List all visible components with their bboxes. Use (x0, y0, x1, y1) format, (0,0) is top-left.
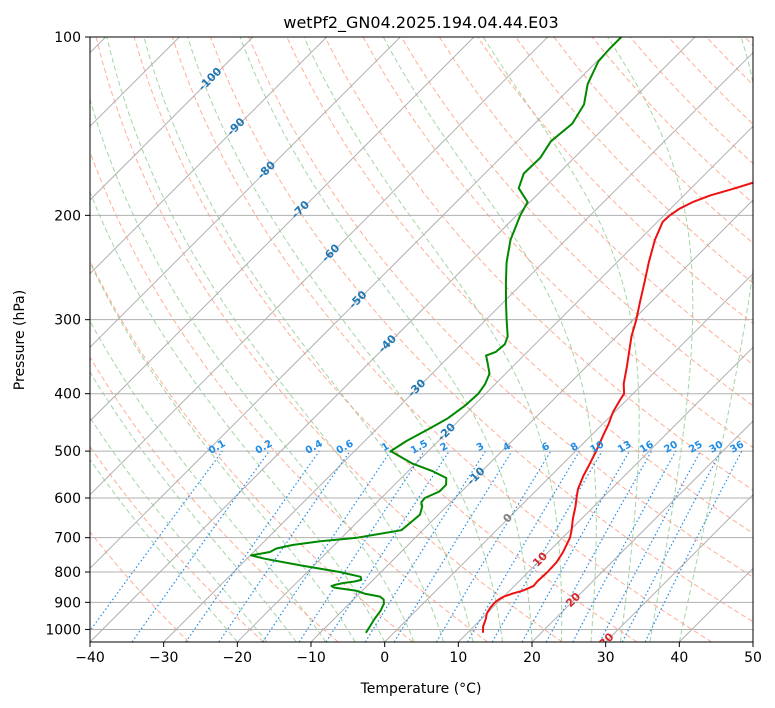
x-tick-label: −30 (149, 650, 179, 666)
isotherm-gridline (384, 272, 753, 642)
x-tick-label: 50 (744, 650, 762, 666)
moist-adiabat-line (90, 416, 268, 642)
isotherm-gridline (90, 37, 696, 642)
mixing-ratio-label: 1 (380, 441, 392, 454)
x-tick-label: −20 (223, 650, 253, 666)
y-tick-label: 300 (54, 313, 81, 329)
mixing-ratio-line (262, 450, 392, 642)
isotherm-label: 30 (597, 630, 617, 650)
mixing-ratio-line (90, 450, 223, 632)
moist-adiabat-line (239, 37, 533, 642)
mixing-ratio-line (218, 450, 351, 642)
dry-adiabat-line (90, 445, 264, 642)
mixing-ratio-line (325, 450, 450, 642)
dry-adiabat-line (248, 37, 753, 578)
y-tick-label: 200 (54, 208, 81, 224)
plot-frame (89, 36, 754, 643)
dry-adiabat-line (171, 37, 712, 642)
x-axis-label: Temperature (°C) (360, 681, 482, 697)
moist-adiabat-line (90, 261, 356, 642)
isotherm-gridline (90, 37, 328, 275)
y-tick-label: 900 (54, 595, 81, 611)
mixing-ratio-line (298, 450, 425, 642)
mixing-ratio-line (393, 450, 513, 642)
isotherm-gridline (163, 51, 753, 642)
mixing-ratio-lines (90, 450, 743, 642)
dry-adiabat-line (90, 531, 190, 642)
isotherm-gridline (531, 420, 753, 642)
dry-adiabat-line (133, 37, 638, 642)
y-tick-label: 800 (54, 565, 81, 581)
mixing-ratio-label: 3 (475, 441, 487, 454)
dry-adiabat-line (324, 37, 753, 491)
mixing-ratio-line (131, 450, 270, 642)
dewpoint-profile-line (250, 37, 623, 634)
isotherm-gridline (90, 37, 401, 349)
isotherm-gridline (90, 37, 622, 570)
mixing-ratio-label: 8 (569, 441, 581, 454)
moist-adiabat-line (382, 37, 597, 642)
isotherm-gridline (236, 125, 753, 642)
mixing-ratio-line (572, 450, 677, 642)
y-tick-label: 100 (54, 30, 81, 46)
x-tick-label: 40 (670, 650, 688, 666)
x-tick-label: 20 (523, 650, 541, 666)
dry-adiabat-line (515, 37, 753, 284)
moist-adiabat-line (187, 37, 503, 642)
x-tick-label: 10 (449, 650, 467, 666)
moist-adiabat-line (90, 320, 327, 642)
mixing-ratio-label: 4 (501, 441, 513, 454)
y-axis-label: Pressure (hPa) (12, 290, 28, 390)
dry-adiabat-line (400, 37, 753, 407)
x-tick-label: −10 (296, 650, 326, 666)
moist-adiabat-line (607, 37, 694, 642)
y-tick-label: 400 (54, 387, 81, 403)
moist-adiabat-line (678, 37, 753, 642)
axes: −40 −30 −20 −10 0 10 20 30 40 50 1000 900 800 700 600 5… (45, 30, 762, 666)
x-tick-label: 0 (380, 650, 389, 666)
skewed-isotherms (90, 37, 753, 642)
dry-adiabat-line (210, 37, 753, 623)
y-tick-label: 500 (54, 444, 81, 460)
moist-adiabat-line (106, 37, 445, 642)
isotherm-gridline (310, 199, 753, 642)
mixing-ratio-label: 6 (540, 441, 552, 454)
mixing-ratio-line (545, 450, 653, 642)
mixing-ratio-label: 2 (439, 441, 451, 454)
profiles (250, 37, 753, 634)
isotherm-gridline (605, 493, 753, 642)
isotherm-gridline (457, 346, 753, 642)
moist-adiabat-line (143, 37, 474, 642)
mixing-ratio-line (521, 450, 631, 642)
pressure-gridlines (90, 37, 753, 630)
dry-adiabat-line (90, 150, 488, 642)
moist-adiabat-line (90, 458, 238, 642)
y-tick-label: 1000 (45, 622, 81, 638)
plot-area: 0.1 0.2 0.4 0.6 1 1.5 2 3 4 6 8 10 13 16 20 25 30 36-100-… (90, 37, 753, 650)
isotherm-gridline (90, 37, 475, 422)
dry-adiabat-line (95, 37, 563, 642)
mixing-ratio-line (644, 450, 743, 642)
temperature-profile-line (482, 181, 753, 633)
chart-title: wetPf2_GN04.2025.194.04.44.E03 (283, 13, 558, 33)
mixing-ratio-line (185, 450, 320, 642)
x-tick-label: 30 (597, 650, 615, 666)
moist-adiabat-line (303, 37, 563, 642)
x-tick-label: −40 (75, 650, 105, 666)
y-tick-label: 700 (54, 531, 81, 547)
dry-adiabat-line (438, 37, 753, 366)
y-tick-label: 600 (54, 491, 81, 507)
dry-adiabat-line (90, 356, 339, 642)
isotherm-gridline (90, 37, 254, 201)
isotherm-gridline (90, 37, 549, 496)
moist-adiabat-line (482, 37, 640, 642)
